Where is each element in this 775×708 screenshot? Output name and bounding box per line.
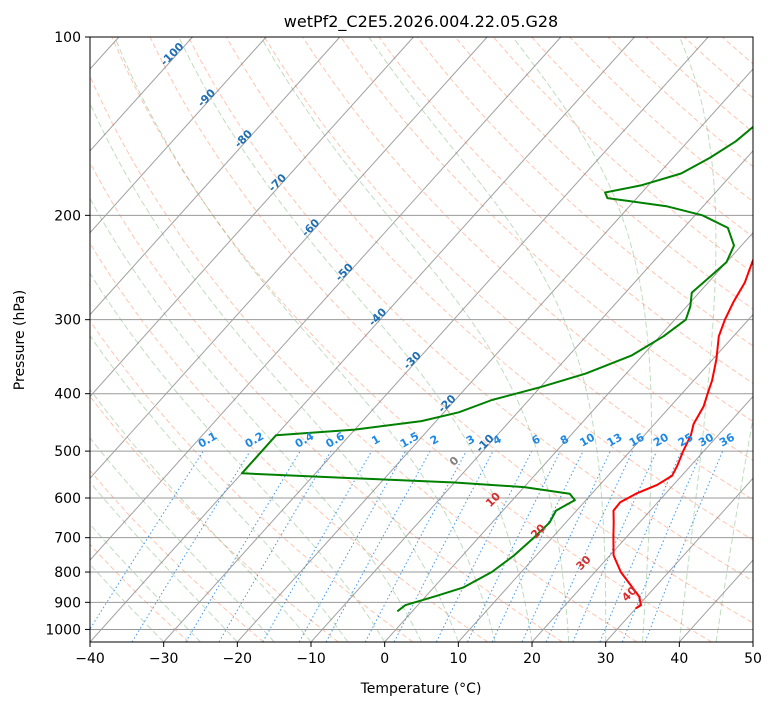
isotherm-line xyxy=(90,37,488,480)
x-axis-label: Temperature (°C) xyxy=(360,681,482,697)
isotherm-line xyxy=(90,37,414,398)
moist-adiabat-line xyxy=(90,563,165,642)
moist-adiabat-line xyxy=(715,415,753,642)
x-tick-label: 30 xyxy=(597,651,615,667)
x-tick-label: 50 xyxy=(744,651,762,667)
y-tick-label: 400 xyxy=(54,387,81,403)
dry-adiabat-line xyxy=(264,37,753,501)
dry-adiabat-line xyxy=(90,161,563,642)
y-tick-label: 900 xyxy=(54,595,81,611)
isotherm-line xyxy=(90,37,635,642)
moist-adiabat-line xyxy=(90,102,459,642)
moist-adiabat-line xyxy=(90,197,422,642)
isotherm-line xyxy=(310,150,753,642)
y-tick-label: 600 xyxy=(54,491,81,507)
moist-adiabat-line xyxy=(90,481,238,642)
moist-adiabat-line xyxy=(260,37,570,642)
moist-adiabat-line xyxy=(678,37,717,642)
mixing-ratio-line xyxy=(298,450,406,642)
background-lines xyxy=(90,37,753,642)
dry-adiabat-line xyxy=(340,37,753,423)
mixing-ratio-line xyxy=(435,450,533,642)
x-tick-label: −40 xyxy=(75,651,105,667)
dry-adiabat-line xyxy=(90,75,638,642)
dry-adiabat-line xyxy=(187,37,753,582)
isotherm-line xyxy=(90,37,341,316)
dry-adiabat-line xyxy=(90,242,488,642)
isotherm-line xyxy=(531,395,753,642)
isotherm-line xyxy=(605,477,753,642)
moist-adiabat-line xyxy=(368,37,607,642)
x-tick-label: 0 xyxy=(380,651,389,667)
mixing-ratio-line xyxy=(644,450,724,642)
y-axis: 100 200 300 400 500 600 700 800 900 1000 xyxy=(45,30,90,638)
y-tick-label: 300 xyxy=(54,313,81,329)
mixing-ratio-line xyxy=(325,450,431,642)
moist-adiabat-line xyxy=(178,37,533,642)
y-tick-label: 100 xyxy=(54,30,81,46)
temperature-profile-line xyxy=(612,257,753,609)
y-tick-label: 700 xyxy=(54,531,81,547)
y-tick-label: 800 xyxy=(54,565,81,581)
x-tick-label: 20 xyxy=(523,651,541,667)
series-layer xyxy=(240,125,753,612)
mixing-ratio-line xyxy=(572,450,658,642)
mixing-ratio-line xyxy=(90,450,204,630)
y-axis-label: Pressure (hPa) xyxy=(12,290,28,390)
x-tick-label: 40 xyxy=(670,651,688,667)
isotherm-line xyxy=(236,68,753,642)
moist-adiabat-line xyxy=(114,37,496,642)
mixing-ratio-line xyxy=(621,450,703,642)
dry-adiabat-line xyxy=(416,37,753,347)
chart-title: wetPf2_C2E5.2026.004.22.05.G28 xyxy=(284,12,558,32)
x-tick-label: 10 xyxy=(449,651,467,667)
isotherm-line xyxy=(90,37,193,152)
moist-adiabat-line xyxy=(90,272,386,642)
y-tick-label: 1000 xyxy=(45,622,81,638)
x-tick-label: −20 xyxy=(223,651,253,667)
mixing-ratio-line xyxy=(545,450,633,642)
dry-adiabat-line xyxy=(90,469,264,642)
x-tick-label: −30 xyxy=(149,651,179,667)
moist-adiabat-line xyxy=(90,523,201,642)
moist-adiabat-line xyxy=(90,437,275,642)
mixing-ratio-line xyxy=(364,450,467,642)
dry-adiabat-line xyxy=(454,37,753,310)
isotherm-line xyxy=(90,37,562,561)
plot-frame xyxy=(89,36,754,643)
x-axis: −40 −30 −20 −10 0 10 20 30 40 50 xyxy=(75,642,762,667)
mixing-ratio-line xyxy=(599,450,682,642)
x-tick-label: −10 xyxy=(296,651,326,667)
y-tick-label: 500 xyxy=(54,444,81,460)
isotherm-line xyxy=(457,313,753,642)
isotherm-line xyxy=(163,37,709,642)
plot-background xyxy=(90,37,753,642)
dewpoint-profile-line xyxy=(240,125,753,612)
dry-adiabat-line xyxy=(149,37,753,624)
isotherm-line xyxy=(90,37,267,234)
y-tick-label: 200 xyxy=(54,208,81,224)
